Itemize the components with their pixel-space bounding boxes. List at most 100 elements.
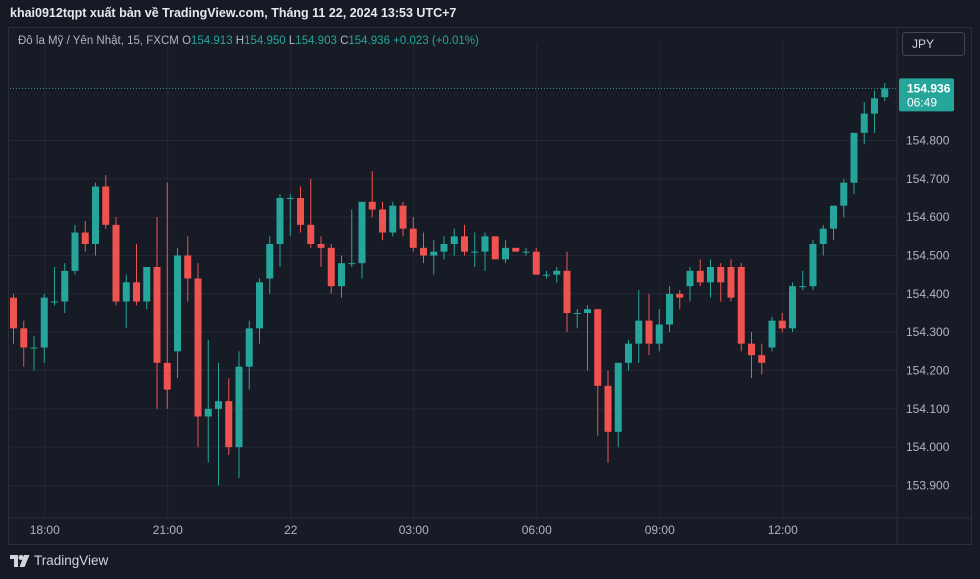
candle-body (830, 205, 837, 229)
x-tick-label: 21:00 (153, 523, 183, 537)
candle-body (553, 270, 561, 275)
candle-body (51, 301, 58, 303)
low-label: L (288, 35, 296, 47)
candle-body (727, 267, 735, 298)
brand-name: TradingView (34, 553, 109, 568)
high-value: 154.950 (244, 35, 286, 47)
x-tick-label: 09:00 (645, 523, 675, 537)
candle-body (789, 286, 796, 329)
candle-body (430, 251, 438, 256)
last-price-label-box (899, 78, 954, 112)
candle-body (543, 274, 550, 276)
candle-body (286, 198, 294, 199)
candle-body (317, 244, 325, 248)
candle-body (215, 401, 222, 409)
candle-body (666, 293, 673, 325)
y-tick-label: 154.800 (906, 134, 950, 148)
x-tick-label: 03:00 (399, 523, 429, 537)
symbol-name[interactable]: Đô la Mỹ / Yên Nhật, 15, FXCM (18, 35, 179, 47)
candle-body (327, 247, 335, 287)
candle-body (256, 282, 263, 329)
candle-body (143, 267, 151, 302)
candle-body (338, 263, 345, 287)
currency-button[interactable]: JPY (902, 32, 965, 56)
candle-body (71, 232, 79, 271)
y-tick-label: 154.000 (906, 440, 950, 454)
candle-body (163, 362, 171, 390)
open-value: 154.913 (191, 35, 233, 47)
candle-body (584, 309, 591, 313)
candle-body (645, 320, 653, 344)
candle-body (112, 224, 120, 302)
candle-body (481, 236, 489, 252)
candle-body (225, 401, 233, 448)
candle-body (871, 98, 878, 114)
candle-body (768, 320, 776, 348)
candle-body (133, 282, 140, 302)
y-tick-label: 154.400 (906, 287, 950, 301)
open-label: O (182, 35, 192, 47)
candle-body (502, 247, 509, 260)
change-value: +0.023 (+0.01%) (393, 35, 479, 47)
candle-body (40, 297, 48, 348)
candle-body (399, 205, 407, 229)
candle-body (348, 263, 356, 265)
candle-body (748, 343, 755, 356)
candle-body (102, 186, 110, 225)
candle-body (625, 343, 632, 363)
candle-body (122, 282, 130, 302)
candle-body (614, 362, 622, 432)
publisher-line: khai0912tqpt xuất bản về TradingView.com… (10, 6, 457, 20)
candle-body (707, 267, 714, 283)
candle-body (819, 228, 827, 244)
candle-body (20, 328, 28, 348)
close-value: 154.936 (348, 35, 390, 47)
candle-body (850, 132, 858, 183)
candle-body (194, 278, 202, 417)
tradingview-brand[interactable]: TradingView (10, 553, 108, 568)
candle-body (594, 309, 602, 386)
candle-body (635, 320, 643, 344)
candle-body (174, 255, 181, 352)
candle-body (696, 270, 704, 283)
x-tick-label: 06:00 (522, 523, 552, 537)
countdown-value: 06:49 (907, 95, 937, 109)
candle-body (184, 255, 192, 279)
candle-body (81, 232, 89, 244)
candle-body (307, 224, 315, 244)
candle-body (440, 244, 448, 252)
candle-body (563, 270, 571, 313)
low-value: 154.903 (295, 35, 337, 47)
candle-body (450, 236, 458, 244)
candle-body (204, 408, 212, 417)
candle-body (758, 355, 766, 363)
candle-body (471, 251, 479, 253)
candle-body (840, 182, 848, 206)
candle-body (573, 313, 581, 314)
y-tick-label: 154.200 (906, 364, 950, 378)
candle-body (153, 267, 161, 363)
candle-body (809, 244, 817, 287)
candle-body (532, 251, 540, 275)
candle-body (881, 88, 889, 98)
candle-body (409, 228, 417, 248)
candle-body (235, 366, 243, 448)
x-tick-label: 18:00 (30, 523, 60, 537)
candle-body (30, 347, 38, 349)
candle-body (799, 286, 807, 288)
high-label: H (235, 35, 245, 47)
tradingview-logo-icon (10, 554, 30, 567)
candle-body (737, 267, 745, 344)
candle-body (461, 236, 468, 252)
y-tick-label: 154.300 (906, 325, 950, 339)
y-tick-label: 153.900 (906, 479, 950, 493)
candle-body (379, 209, 386, 233)
symbol-legend: Đô la Mỹ / Yên Nhật, 15, FXCM O154.913 H… (18, 35, 479, 47)
candle-body (604, 385, 612, 432)
y-tick-label: 154.700 (906, 172, 950, 186)
last-price-value: 154.936 (907, 81, 951, 95)
candle-body (686, 270, 694, 287)
candle-body (676, 293, 684, 298)
candle-body (10, 297, 17, 329)
